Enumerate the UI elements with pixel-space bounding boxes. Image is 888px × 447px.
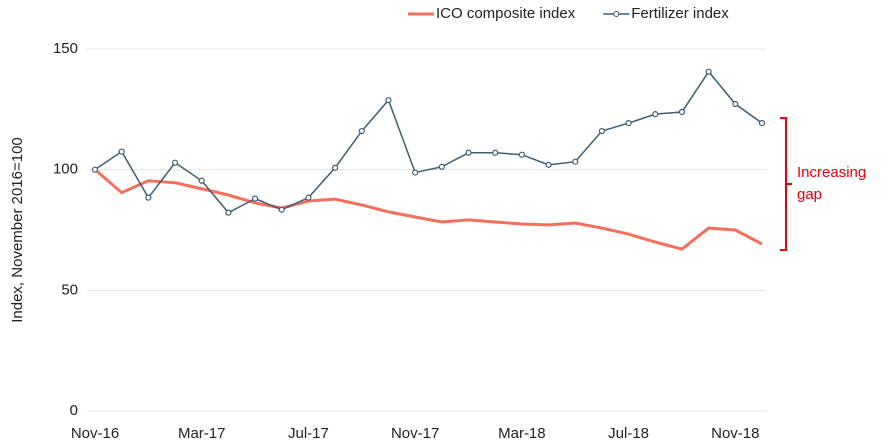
series-line bbox=[94, 70, 763, 214]
point bbox=[652, 111, 659, 118]
point bbox=[518, 151, 525, 158]
point bbox=[145, 194, 152, 201]
point bbox=[118, 148, 125, 155]
point bbox=[545, 161, 552, 168]
y-tick-label: 50 bbox=[61, 281, 78, 298]
annotation: Increasing gap bbox=[797, 164, 866, 203]
point bbox=[251, 195, 259, 202]
x-tick-label: Mar-17 bbox=[178, 425, 226, 442]
point bbox=[332, 164, 339, 171]
annotation-line: gap bbox=[797, 186, 822, 203]
point bbox=[412, 169, 419, 176]
point bbox=[492, 149, 499, 156]
point bbox=[358, 127, 365, 135]
point bbox=[278, 206, 285, 213]
x-tick-label: Nov-18 bbox=[711, 425, 759, 442]
point bbox=[91, 166, 99, 173]
point bbox=[305, 194, 312, 201]
gap-bracket bbox=[780, 117, 792, 251]
point bbox=[225, 209, 232, 216]
legend-label: Fertilizer index bbox=[631, 5, 729, 22]
x-tick-label: Nov-17 bbox=[391, 425, 439, 442]
legend-label: ICO composite index bbox=[436, 5, 576, 22]
point bbox=[705, 68, 712, 75]
x-tick-label: Jul-17 bbox=[288, 425, 329, 442]
point bbox=[198, 177, 205, 184]
point bbox=[598, 127, 606, 135]
point bbox=[171, 159, 179, 166]
point bbox=[572, 158, 579, 165]
legend-marker bbox=[613, 11, 620, 17]
point bbox=[438, 163, 445, 170]
x-tick-label: Jul-18 bbox=[608, 425, 649, 442]
point bbox=[385, 97, 392, 104]
point bbox=[678, 108, 686, 116]
y-axis-label: Index, November 2016=100 bbox=[9, 137, 26, 323]
series-line bbox=[94, 168, 763, 251]
y-tick-label: 100 bbox=[53, 161, 78, 178]
point bbox=[465, 149, 472, 156]
point bbox=[758, 119, 766, 127]
x-tick-label: Nov-16 bbox=[71, 425, 119, 442]
y-tick-label: 150 bbox=[53, 40, 78, 57]
y-tick-label: 0 bbox=[70, 402, 78, 419]
point bbox=[732, 100, 739, 108]
annotation-line: Increasing bbox=[797, 164, 866, 181]
x-tick-label: Mar-18 bbox=[498, 425, 546, 442]
point bbox=[625, 119, 632, 127]
